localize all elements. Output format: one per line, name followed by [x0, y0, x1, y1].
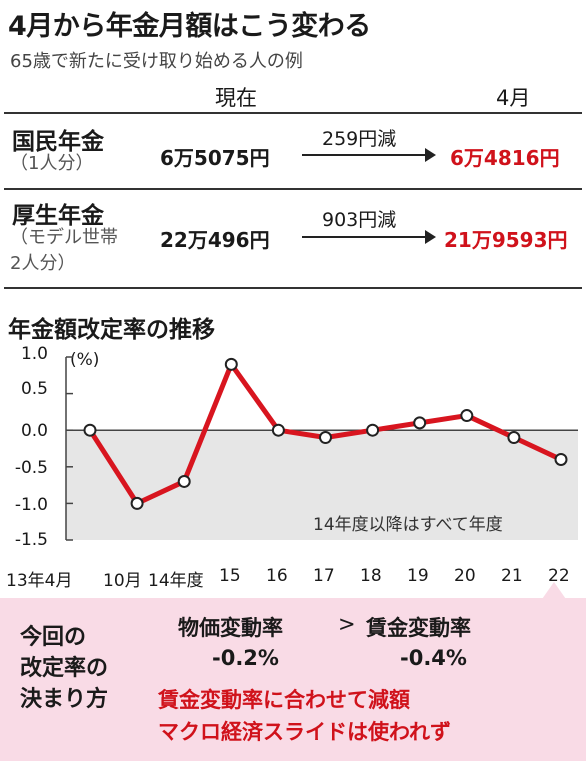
x-tick-label: 21: [501, 566, 523, 586]
y-tick-marks: [66, 356, 73, 541]
greater-than-sign: >: [338, 612, 356, 636]
national-april-value: 6万4816円: [450, 146, 560, 170]
employee-arrow-icon: [302, 230, 436, 244]
callout-pointer: [540, 582, 568, 602]
x-tick-label: 22: [548, 566, 570, 586]
explanation-heading-line: 今回の: [20, 625, 87, 650]
x-tick-label: 13年4月: [6, 571, 73, 591]
data-points: [83, 357, 568, 510]
data-point: [83, 423, 97, 437]
page-title: 4月から年金月額はこう変わる: [8, 11, 371, 42]
negative-region: [66, 430, 578, 540]
table-divider-top: [4, 112, 582, 114]
wage-change-label: 賃金変動率: [366, 616, 471, 640]
x-tick-label: 19: [407, 566, 429, 586]
y-tick-label: -1.5: [14, 530, 48, 550]
x-tick-label: 16: [266, 566, 288, 586]
explanation-heading: 今回の 改定率の 決まり方: [20, 622, 108, 715]
y-tick-label: 0.0: [20, 421, 48, 441]
wage-change-value: -0.4%: [400, 646, 467, 670]
data-point: [460, 409, 474, 423]
row-sub-national-pension: （1人分）: [10, 153, 94, 174]
page-subtitle: 65歳で新たに受け取り始める人の例: [10, 51, 303, 72]
rule-line-2: マクロ経済スライドは使われず: [158, 720, 451, 744]
row-name-national-pension: 国民年金: [12, 129, 104, 155]
x-tick-label: 15: [219, 566, 241, 586]
chart-title: 年金額改定率の推移: [8, 317, 215, 343]
x-tick-label: 18: [360, 566, 382, 586]
price-change-label: 物価変動率: [178, 616, 283, 640]
employee-diff-label: 903円減: [322, 209, 397, 231]
column-header-current: 現在: [215, 86, 257, 110]
x-tick-label: 17: [313, 566, 335, 586]
table-divider-bottom: [4, 287, 582, 289]
employee-april-value: 21万9593円: [444, 228, 568, 252]
data-point: [507, 431, 521, 445]
line-chart: [65, 356, 578, 541]
column-header-april: 4月: [496, 86, 531, 110]
national-diff-label: 259円減: [322, 128, 397, 150]
data-point: [271, 423, 285, 437]
chart-annotation: 14年度以降はすべて年度: [313, 515, 503, 535]
data-point: [130, 496, 144, 510]
y-tick-label: -1.0: [14, 495, 48, 515]
explanation-heading-line: 決まり方: [20, 687, 109, 712]
table-divider-middle: [4, 188, 582, 190]
x-tick-label: 14年度: [148, 571, 204, 591]
y-tick-label: 0.5: [20, 379, 48, 399]
y-axis-unit: (%): [70, 350, 100, 370]
rule-line-1: 賃金変動率に合わせて減額: [158, 688, 410, 712]
price-change-value: -0.2%: [212, 646, 279, 670]
data-point: [554, 452, 568, 466]
data-point: [177, 474, 191, 488]
employee-current-value: 22万496円: [160, 228, 270, 252]
data-point: [224, 357, 238, 371]
x-tick-label: 10月: [103, 571, 142, 591]
national-current-value: 6万5075円: [160, 146, 270, 170]
row-sub-employee-pension-1: （モデル世帯: [10, 227, 118, 248]
data-point: [319, 431, 332, 445]
x-tick-label: 20: [454, 566, 476, 586]
row-sub-employee-pension-2: 2人分）: [10, 253, 76, 274]
national-arrow-icon: [302, 148, 436, 162]
explanation-box: [0, 598, 586, 761]
explanation-heading-line: 改定率の: [20, 656, 109, 681]
data-point: [366, 423, 380, 437]
data-point: [413, 416, 427, 430]
y-tick-label: -0.5: [14, 458, 48, 478]
row-name-employee-pension: 厚生年金: [12, 203, 104, 229]
y-tick-label: 1.0: [20, 344, 48, 364]
